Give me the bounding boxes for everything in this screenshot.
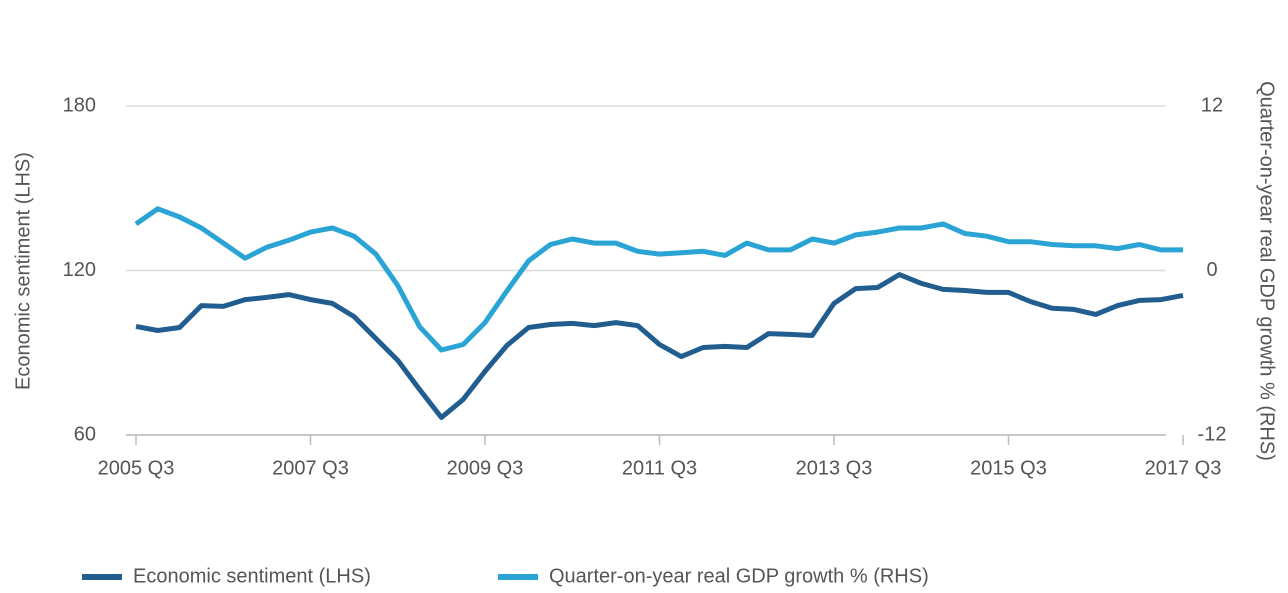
y-tick-label: 120 [63, 259, 96, 281]
y2-axis-label: Quarter-on-year real GDP growth % (RHS) [1256, 81, 1278, 461]
legend-label: Economic sentiment (LHS) [133, 565, 371, 587]
x-tick-label: 2009 Q3 [447, 457, 524, 479]
y-tick-label: 180 [63, 94, 96, 116]
y2-tick-label: -12 [1198, 423, 1227, 445]
x-tick-label: 2007 Q3 [272, 457, 349, 479]
x-tick-label: 2013 Q3 [796, 457, 873, 479]
x-tick-label: 2005 Q3 [98, 457, 175, 479]
y2-tick-label: 0 [1206, 259, 1217, 281]
legend-label: Quarter-on-year real GDP growth % (RHS) [549, 565, 929, 587]
data-line [135, 272, 1184, 420]
x-tick-label: 2015 Q3 [970, 457, 1047, 479]
x-tick-label: 2011 Q3 [622, 457, 697, 479]
x-tick-label: 2017 Q3 [1145, 457, 1222, 479]
y-tick-label: 60 [74, 423, 96, 445]
y2-tick-label: 12 [1201, 94, 1223, 116]
data-line [134, 206, 1183, 353]
y-axis-label: Economic sentiment (LHS) [12, 152, 34, 390]
